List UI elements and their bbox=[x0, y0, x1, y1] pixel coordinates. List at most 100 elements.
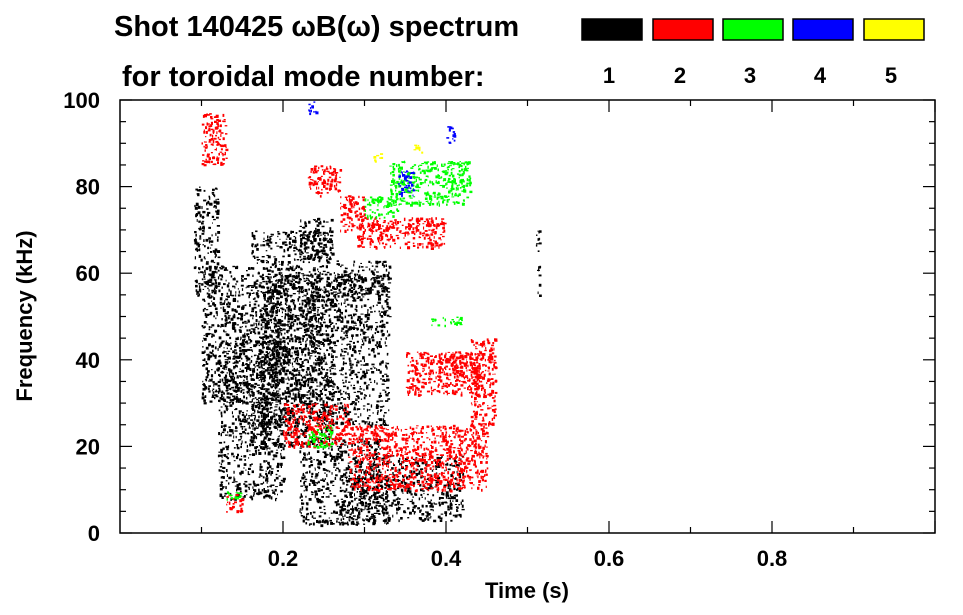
spectrum-point bbox=[259, 371, 261, 374]
spectrum-point bbox=[209, 278, 213, 282]
spectrum-point bbox=[249, 303, 251, 307]
spectrum-point bbox=[232, 415, 234, 418]
spectrum-point bbox=[369, 499, 371, 503]
spectrum-point bbox=[280, 443, 284, 445]
spectrum-point bbox=[316, 444, 319, 446]
spectrum-point bbox=[260, 327, 263, 331]
spectrum-point bbox=[404, 482, 408, 486]
spectrum-point bbox=[329, 323, 332, 325]
spectrum-point bbox=[324, 478, 326, 480]
spectrum-point bbox=[317, 295, 321, 299]
spectrum-point bbox=[197, 244, 200, 248]
spectrum-point bbox=[334, 296, 337, 299]
spectrum-point bbox=[421, 496, 423, 498]
spectrum-point bbox=[358, 495, 361, 498]
spectrum-point bbox=[409, 500, 413, 503]
spectrum-point bbox=[251, 463, 253, 465]
spectrum-point bbox=[341, 350, 344, 353]
spectrum-point bbox=[319, 277, 323, 281]
spectrum-point bbox=[357, 445, 359, 448]
spectrum-point bbox=[317, 418, 320, 421]
spectrum-point bbox=[273, 353, 275, 356]
spectrum-point bbox=[299, 358, 302, 361]
spectrum-point bbox=[336, 518, 338, 520]
spectrum-point bbox=[211, 396, 215, 398]
spectrum-point bbox=[257, 296, 259, 299]
spectrum-point bbox=[358, 284, 362, 288]
spectrum-point bbox=[274, 338, 276, 341]
spectrum-point bbox=[265, 250, 268, 252]
spectrum-point bbox=[220, 397, 224, 401]
spectrum-point bbox=[268, 464, 270, 467]
spectrum-point bbox=[380, 372, 382, 374]
spectrum-point bbox=[442, 501, 446, 503]
spectrum-point bbox=[309, 324, 313, 328]
spectrum-point bbox=[364, 498, 366, 500]
spectrum-point bbox=[345, 325, 348, 329]
spectrum-point bbox=[253, 422, 255, 425]
spectrum-point bbox=[372, 366, 375, 368]
spectrum-point bbox=[235, 395, 238, 399]
spectrum-point bbox=[242, 334, 246, 338]
spectrum-point bbox=[205, 309, 209, 311]
spectrum-point bbox=[313, 366, 316, 369]
spectrum-point bbox=[344, 267, 348, 270]
spectrum-point bbox=[334, 391, 338, 393]
spectrum-point bbox=[340, 396, 344, 398]
spectrum-point bbox=[453, 494, 456, 497]
spectrum-point bbox=[456, 464, 459, 467]
spectrum-point bbox=[292, 293, 296, 295]
spectrum-point bbox=[239, 376, 243, 378]
spectrum-point bbox=[312, 234, 315, 238]
spectrum-point bbox=[366, 320, 369, 322]
spectrum-point bbox=[377, 261, 380, 264]
spectrum-point bbox=[354, 482, 357, 485]
spectrum-point bbox=[382, 507, 386, 511]
spectrum-point bbox=[336, 315, 339, 319]
spectrum-point bbox=[308, 256, 310, 259]
spectrum-point bbox=[259, 371, 262, 374]
spectrum-point bbox=[264, 388, 268, 390]
spectrum-point bbox=[215, 341, 217, 343]
spectrum-point bbox=[356, 327, 359, 331]
spectrum-point bbox=[433, 519, 437, 523]
spectrum-point bbox=[203, 300, 206, 302]
spectrum-point bbox=[299, 327, 303, 329]
spectrum-point bbox=[266, 300, 270, 303]
spectrum-point bbox=[356, 491, 358, 493]
spectrum-point bbox=[263, 436, 267, 440]
spectrum-point bbox=[231, 401, 234, 405]
spectrum-point bbox=[265, 470, 267, 472]
spectrum-point bbox=[203, 399, 206, 402]
spectrum-point bbox=[330, 299, 333, 303]
spectrum-point bbox=[253, 238, 256, 240]
spectrum-point bbox=[378, 310, 380, 313]
spectrum-point bbox=[195, 284, 198, 288]
spectrum-point bbox=[386, 494, 389, 498]
spectrum-point bbox=[317, 308, 319, 311]
spectrum-point bbox=[381, 285, 383, 288]
spectrum-point bbox=[326, 290, 329, 293]
spectrum-point bbox=[329, 262, 331, 264]
spectrum-point bbox=[330, 240, 333, 242]
spectrum-point bbox=[323, 313, 326, 315]
spectrum-point bbox=[353, 293, 356, 295]
spectrum-point bbox=[309, 374, 312, 377]
spectrum-point bbox=[258, 397, 260, 399]
spectrum-point bbox=[231, 411, 233, 415]
spectrum-point bbox=[323, 238, 327, 241]
spectrum-point bbox=[251, 244, 254, 247]
spectrum-point bbox=[271, 484, 274, 486]
spectrum-point bbox=[317, 489, 321, 492]
spectrum-point bbox=[225, 389, 228, 392]
spectrum-point bbox=[412, 509, 414, 512]
spectrum-point bbox=[259, 392, 261, 394]
spectrum-point bbox=[248, 417, 250, 420]
spectrum-point bbox=[306, 502, 309, 506]
spectrum-point bbox=[378, 513, 381, 515]
spectrum-point bbox=[208, 343, 210, 347]
spectrum-point bbox=[300, 234, 304, 236]
spectrum-point bbox=[207, 287, 209, 290]
spectrum-point bbox=[296, 418, 299, 422]
spectrum-point bbox=[365, 501, 367, 505]
